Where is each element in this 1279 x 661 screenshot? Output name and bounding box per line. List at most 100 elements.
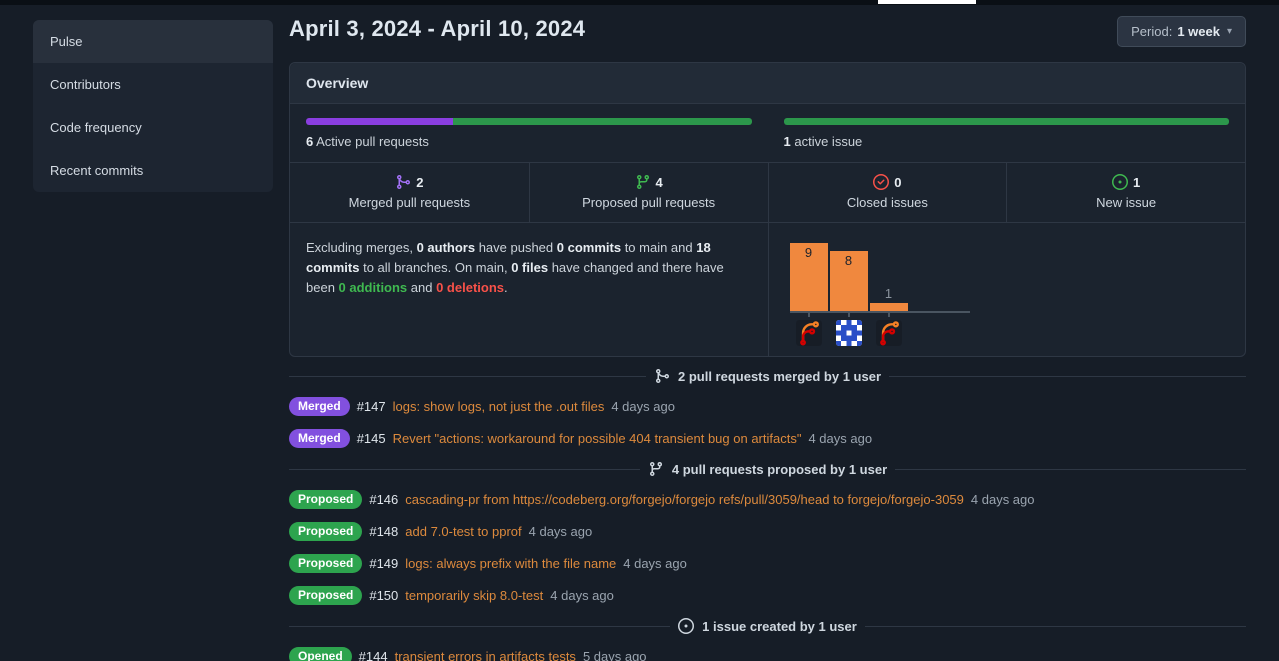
sidebar-item-label: Contributors [50,77,121,92]
git-branch-icon [636,175,649,190]
bar-value-label: 9 [804,245,813,260]
git-merge-icon [655,369,669,383]
pr-count: 6 [306,134,314,149]
forgejo-avatar[interactable] [875,320,902,346]
sidebar-item-label: Recent commits [50,163,144,178]
git-merge-icon [397,175,411,189]
status-badge: Merged [289,397,350,416]
chart-ticks [790,313,990,317]
pr-time: 4 days ago [611,399,675,414]
issue-progress-bar [783,118,1229,125]
activity-nav-menu: Pulse Contributors Code frequency Recent… [33,20,273,192]
pr-progress-label: 6 Active pull requests [306,134,752,149]
pr-number: #147 [356,399,386,414]
issue-progress-label: 1 active issue [784,134,1230,149]
pr-time: 4 days ago [970,492,1035,507]
stat-closed-issues: 0 Closed issues [767,163,1007,222]
divider-line [895,468,1246,470]
pr-time: 4 days ago [550,588,614,603]
pr-progress-block: 6 Active pull requests [306,118,752,149]
stat-label: Closed issues [846,195,928,210]
issue-closed-icon [873,174,890,190]
issue-count-label: active issue [794,134,863,149]
pr-title-link[interactable]: add 7.0-test to pprof [405,524,522,539]
divider-line [289,375,646,377]
pr-row: Merged #147 logs: show logs, not just th… [289,397,1246,416]
sidebar-item-label: Pulse [50,34,83,49]
summary-text: to all branches. On main, [359,260,512,275]
status-badge: Proposed [289,490,363,509]
issue-title-link[interactable]: transient errors in artifacts tests [394,649,576,661]
pr-title-link[interactable]: logs: show logs, not just the .out files [392,399,605,414]
stat-new-issues: 1 New issue [1006,163,1245,222]
forgejo-avatar[interactable] [795,320,822,346]
overview-bottom-row: Excluding merges, 0 authors have pushed … [290,223,1245,356]
main-content: April 3, 2024 - April 10, 2024 Period: 1… [289,5,1279,661]
status-badge: Merged [289,429,350,448]
pr-row: Proposed #148 add 7.0-test to pprof 4 da… [289,522,1246,541]
stats-row: 2 Merged pull requests 4 Proposed pull r… [290,162,1245,223]
proposed-section-header: 4 pull requests proposed by 1 user [289,461,1246,477]
issue-number: #144 [358,649,388,661]
summary-deletions: 0 deletions [436,280,505,295]
summary-commits-main: 0 commits [556,240,622,255]
merged-section-header: 2 pull requests merged by 1 user [289,368,1246,384]
period-dropdown[interactable]: Period: 1 week ▾ [1117,16,1246,47]
left-column: Pulse Contributors Code frequency Recent… [0,5,289,661]
sidebar-item-recent-commits[interactable]: Recent commits [33,149,273,192]
sidebar-item-pulse[interactable]: Pulse [33,20,273,63]
issue-count: 1 [783,134,791,149]
section-title: 2 pull requests merged by 1 user [677,368,882,384]
pr-title-link[interactable]: cascading-pr from https://codeberg.org/f… [405,492,964,507]
pr-time: 4 days ago [528,524,593,539]
browser-top-edge [0,0,1279,5]
bar-value-label: 1 [884,286,893,301]
sidebar-item-contributors[interactable]: Contributors [33,63,273,106]
summary-additions: 0 additions [338,280,408,295]
stat-label: Proposed pull requests [582,195,716,210]
pr-progress-open [453,118,752,125]
issues-section-header: 1 issue created by 1 user [289,618,1246,634]
summary-authors: 0 authors [416,240,476,255]
chart-bar: 1 [869,286,908,311]
pr-title-link[interactable]: temporarily skip 8.0-test [405,588,544,603]
issue-progress-block: 1 active issue [783,118,1230,149]
status-badge: Proposed [289,522,363,541]
issue-progress-open [783,118,1229,125]
stat-label: New issue [1096,195,1157,210]
summary-text: and [407,280,437,295]
chart-axis-line [789,311,970,313]
pr-progress-bar [306,118,752,125]
title-row: April 3, 2024 - April 10, 2024 Period: 1… [289,16,1246,47]
chart-avatars [790,320,990,346]
pr-title-link[interactable]: Revert "actions: workaround for possible… [392,431,802,446]
summary-text: . [504,280,508,295]
pr-number: #149 [369,556,399,571]
pr-title-link[interactable]: logs: always prefix with the file name [405,556,617,571]
overview-header: Overview [290,63,1245,104]
pr-row: Proposed #146 cascading-pr from https://… [289,490,1246,509]
status-badge: Proposed [289,554,363,573]
stat-proposed-prs: 4 Proposed pull requests [528,163,768,222]
chevron-down-icon: ▾ [1226,26,1232,37]
status-badge: Opened [289,647,352,661]
chart-bars: 9 8 1 [789,233,990,311]
stat-merged-prs: 2 Merged pull requests [290,163,529,222]
pr-number: #145 [356,431,386,446]
browser-tab-indicator [878,0,976,4]
progress-bars-row: 6 Active pull requests 1 active issue [290,104,1245,162]
divider-line [289,625,671,627]
summary-text: have pushed [475,240,557,255]
sidebar-item-code-frequency[interactable]: Code frequency [33,106,273,149]
issue-time: 5 days ago [582,649,647,661]
summary-text: Excluding merges, [306,240,417,255]
pr-row: Merged #145 Revert "actions: workaround … [289,429,1246,448]
section-title: 1 issue created by 1 user [702,618,857,634]
commit-summary-text: Excluding merges, 0 authors have pushed … [290,223,768,356]
identicon-avatar[interactable] [835,320,862,346]
status-badge: Proposed [289,586,363,605]
divider-line [289,468,640,470]
pr-time: 4 days ago [808,431,873,446]
stat-count: 4 [655,174,663,190]
